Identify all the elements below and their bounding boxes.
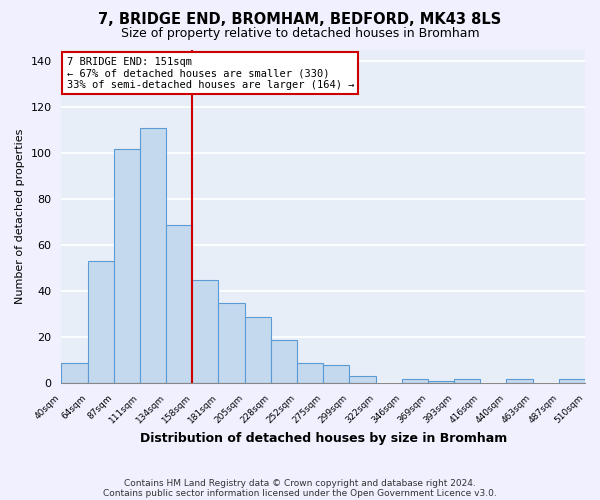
Bar bbox=[271, 340, 297, 383]
X-axis label: Distribution of detached houses by size in Bromham: Distribution of detached houses by size … bbox=[140, 432, 507, 445]
Bar bbox=[193, 280, 218, 383]
Bar bbox=[559, 378, 585, 383]
Bar bbox=[454, 378, 480, 383]
Bar bbox=[506, 378, 533, 383]
Text: 7 BRIDGE END: 151sqm
← 67% of detached houses are smaller (330)
33% of semi-deta: 7 BRIDGE END: 151sqm ← 67% of detached h… bbox=[67, 56, 354, 90]
Bar bbox=[402, 378, 428, 383]
Bar bbox=[88, 262, 114, 383]
Bar bbox=[297, 362, 323, 383]
Text: 7, BRIDGE END, BROMHAM, BEDFORD, MK43 8LS: 7, BRIDGE END, BROMHAM, BEDFORD, MK43 8L… bbox=[98, 12, 502, 28]
Bar bbox=[140, 128, 166, 383]
Bar bbox=[166, 224, 193, 383]
Bar bbox=[323, 365, 349, 383]
Bar bbox=[428, 381, 454, 383]
Text: Contains HM Land Registry data © Crown copyright and database right 2024.: Contains HM Land Registry data © Crown c… bbox=[124, 478, 476, 488]
Y-axis label: Number of detached properties: Number of detached properties bbox=[15, 129, 25, 304]
Bar bbox=[61, 362, 88, 383]
Bar bbox=[245, 316, 271, 383]
Bar bbox=[218, 303, 245, 383]
Bar bbox=[349, 376, 376, 383]
Text: Size of property relative to detached houses in Bromham: Size of property relative to detached ho… bbox=[121, 28, 479, 40]
Text: Contains public sector information licensed under the Open Government Licence v3: Contains public sector information licen… bbox=[103, 488, 497, 498]
Bar bbox=[114, 149, 140, 383]
